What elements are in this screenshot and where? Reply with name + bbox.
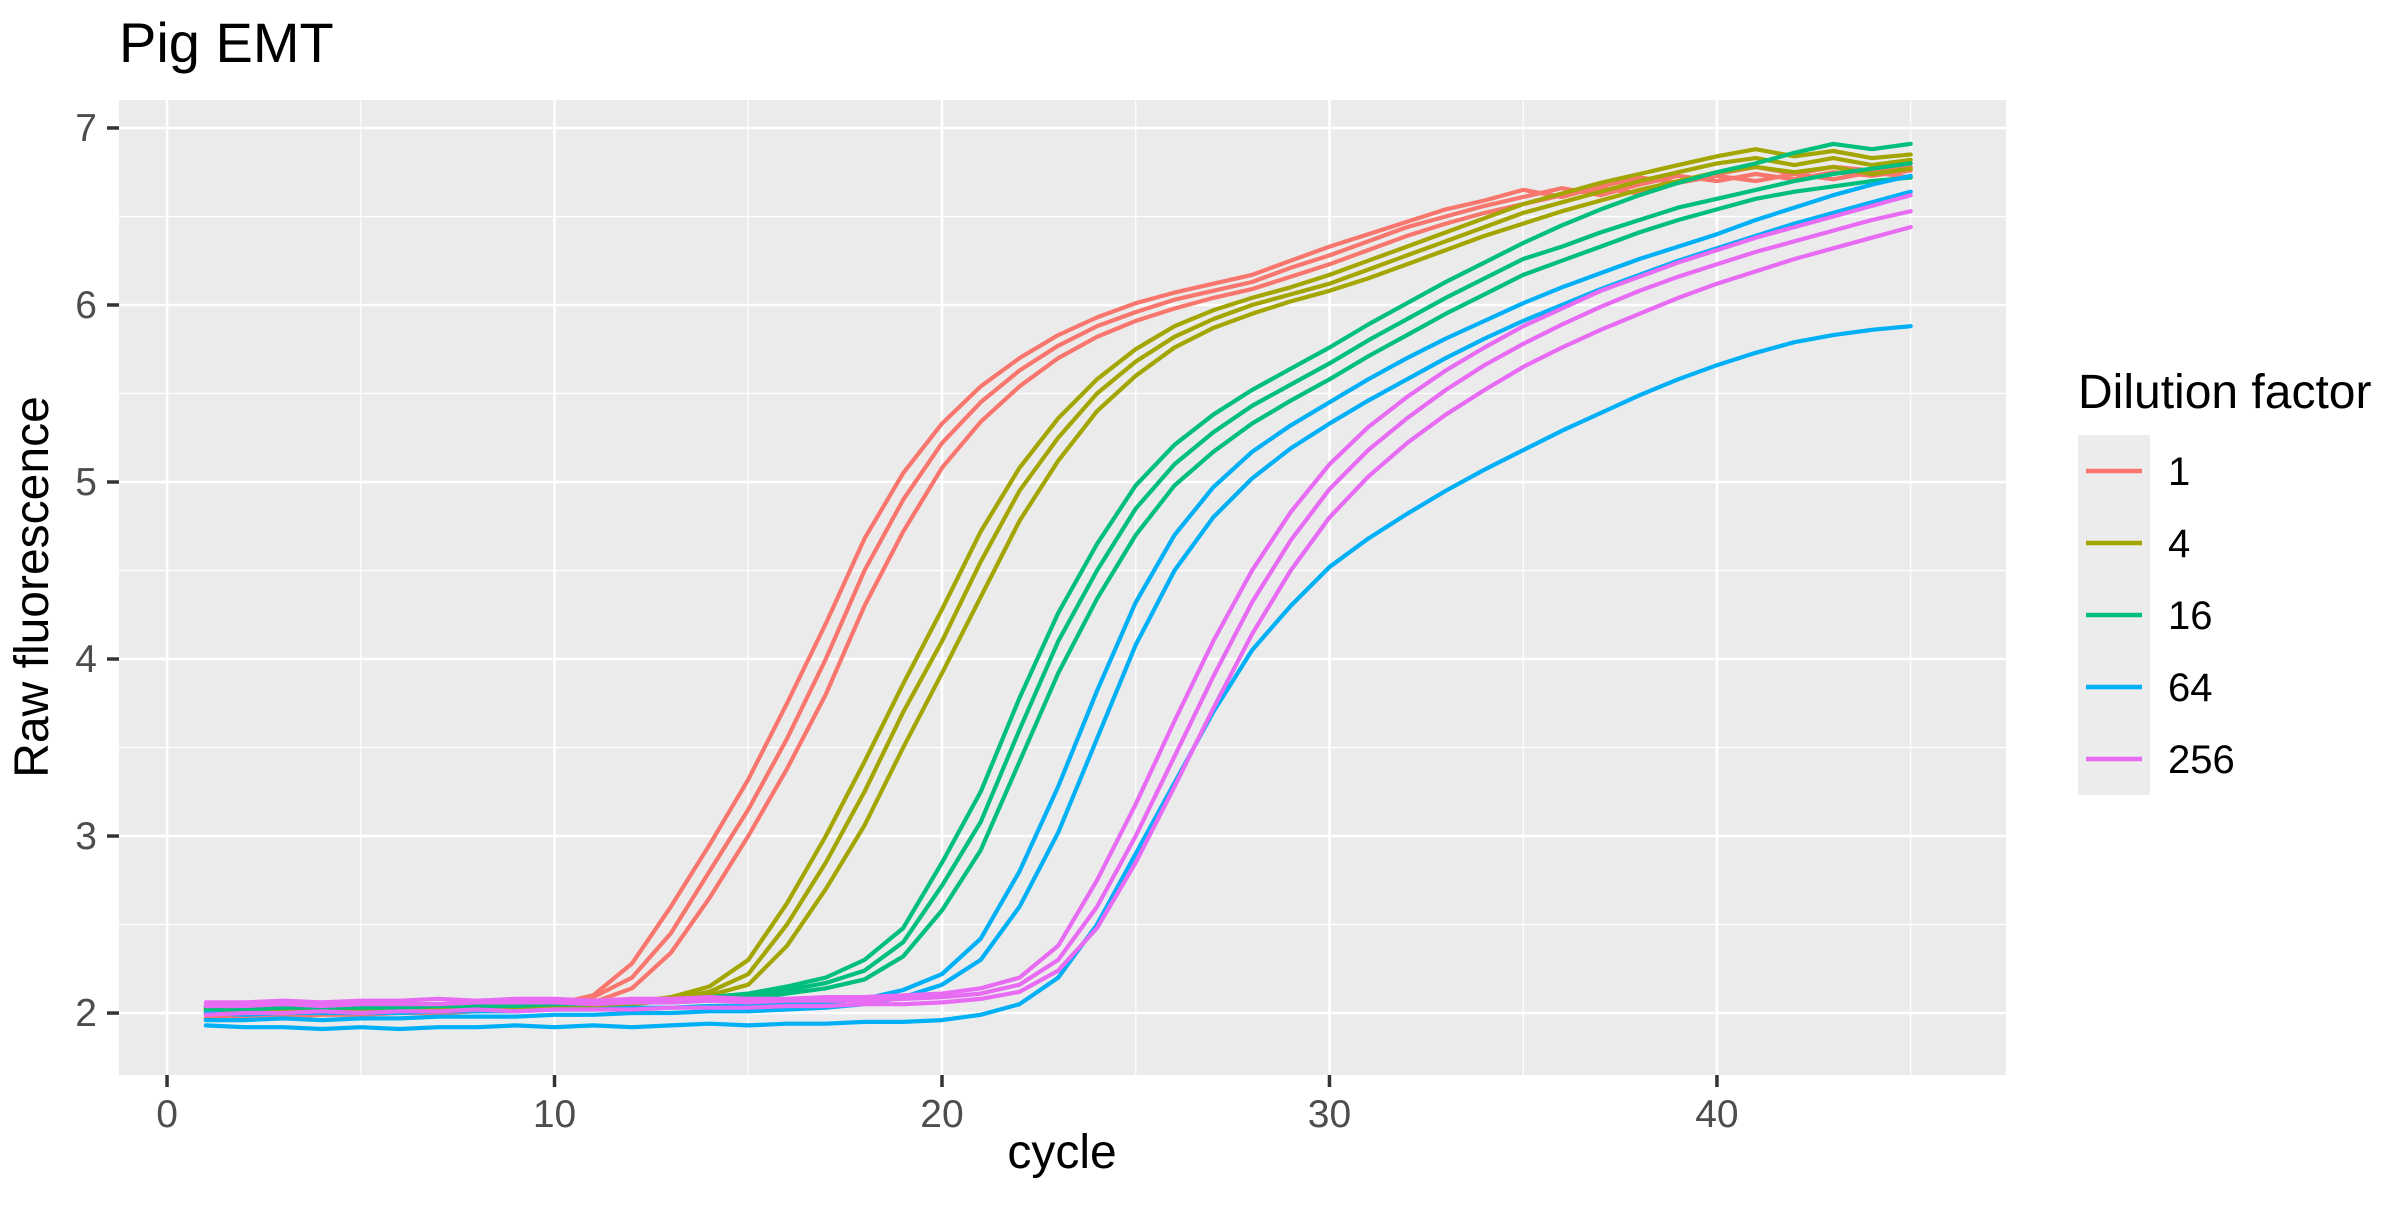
series-line-dilution-256 [203,209,1913,1009]
legend: Dilution factor 1 4 16 64 256 [2078,366,2371,795]
panel-background [119,100,2006,1075]
legend-entry-label: 1 [2168,450,2190,494]
y-tick-label: 2 [75,992,97,1035]
plot-panel [119,100,2006,1075]
legend-title: Dilution factor [2078,366,2371,419]
series-line-dilution-256 [203,193,1913,1005]
x-tick-label: 0 [156,1093,178,1136]
series-line-dilution-64 [203,324,1913,1032]
y-tick-label: 5 [75,461,97,504]
axes: 0 10 20 30 40 2 3 4 5 6 7 [75,107,1738,1136]
plot-title: Pig EMT [119,11,334,74]
legend-entry-label: 64 [2168,666,2213,710]
x-tick-label: 30 [1308,1093,1351,1136]
x-tick-label: 10 [533,1093,576,1136]
y-axis-title: Raw fluorescence [6,396,59,778]
legend-entry-label: 16 [2168,594,2213,638]
legend-keys: 1 4 16 64 256 [2078,435,2235,795]
y-tick-label: 3 [75,815,97,858]
y-tick-label: 7 [75,107,97,150]
x-tick-label: 40 [1695,1093,1738,1136]
y-tick-label: 6 [75,284,97,327]
series-lines [203,141,1913,1032]
legend-entry-label: 4 [2168,522,2190,566]
x-axis-title: cycle [1007,1126,1116,1179]
legend-entry-label: 256 [2168,738,2235,782]
x-tick-label: 20 [920,1093,963,1136]
series-line-dilution-16 [203,175,1913,1012]
y-tick-label: 4 [75,638,97,681]
series-line-dilution-256 [203,225,1913,1017]
